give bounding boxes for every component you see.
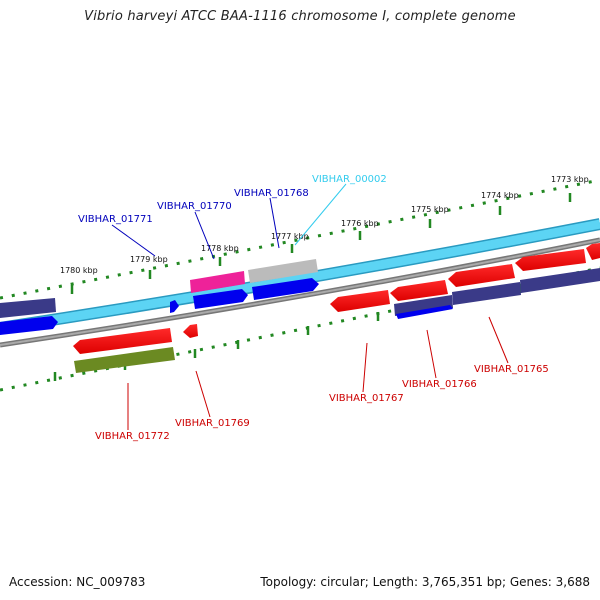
gene-label-forward[interactable]: VIBHAR_01771 bbox=[78, 214, 153, 225]
gene-label-reverse[interactable]: VIBHAR_01765 bbox=[474, 364, 549, 375]
gene-label-reverse[interactable]: VIBHAR_01767 bbox=[329, 393, 404, 404]
gene-arrow-navy[interactable] bbox=[0, 298, 56, 318]
major-ticks-upper bbox=[70, 193, 572, 294]
scale-label: 1774 kbp bbox=[481, 191, 519, 200]
gene-arrow-olive[interactable] bbox=[74, 347, 175, 373]
genome-summary-text: Topology: circular; Length: 3,765,351 bp… bbox=[260, 575, 590, 589]
tick-ring-upper bbox=[0, 178, 600, 300]
gene-arrow-pink[interactable] bbox=[190, 271, 245, 293]
gene-arrow-forward[interactable] bbox=[193, 289, 248, 309]
gene-arrow-navy[interactable] bbox=[520, 268, 600, 293]
gene-arrow-reverse[interactable] bbox=[330, 290, 390, 312]
scale-label: 1773 kbp bbox=[551, 175, 589, 184]
gene-label-reverse[interactable]: VIBHAR_01769 bbox=[175, 418, 250, 429]
scale-label: 1780 kbp bbox=[60, 266, 98, 275]
gene-arrow-reverse[interactable] bbox=[586, 243, 600, 260]
gene-arrow-reverse[interactable] bbox=[390, 280, 448, 301]
gene-arrow-reverse[interactable] bbox=[515, 249, 586, 271]
gene-label-reverse[interactable]: VIBHAR_01766 bbox=[402, 379, 477, 390]
scale-label: 1777 kbp bbox=[271, 232, 309, 241]
gene-arrow-reverse[interactable] bbox=[73, 328, 172, 354]
scale-label: 1775 kbp bbox=[411, 205, 449, 214]
gene-arrow-navy[interactable] bbox=[394, 295, 453, 316]
gene-label-reverse[interactable]: VIBHAR_01772 bbox=[95, 431, 170, 442]
tick-ring-lower bbox=[0, 266, 600, 392]
gene-arrow-forward[interactable] bbox=[0, 316, 58, 335]
scale-label: 1778 kbp bbox=[201, 244, 239, 253]
gene-arrow-gray[interactable] bbox=[248, 259, 318, 283]
gene-arrow-reverse[interactable] bbox=[183, 324, 198, 338]
gene-label-forward[interactable]: VIBHAR_01770 bbox=[157, 201, 232, 212]
gene-label-rna[interactable]: VIBHAR_00002 bbox=[312, 174, 387, 185]
gene-arrow-reverse[interactable] bbox=[448, 264, 515, 287]
gene-arrow-forward[interactable] bbox=[396, 305, 453, 319]
gene-arrow-forward[interactable] bbox=[252, 278, 319, 300]
scale-label: 1776 kbp bbox=[341, 219, 379, 228]
accession-text: Accession: NC_009783 bbox=[9, 575, 146, 589]
gene-label-forward[interactable]: VIBHAR_01768 bbox=[234, 188, 309, 199]
gene-arrow-forward[interactable] bbox=[170, 300, 179, 313]
scale-label: 1779 kbp bbox=[130, 255, 168, 264]
map-title: Vibrio harveyi ATCC BAA-1116 chromosome … bbox=[84, 9, 516, 24]
gene-arrow-navy[interactable] bbox=[452, 282, 521, 305]
